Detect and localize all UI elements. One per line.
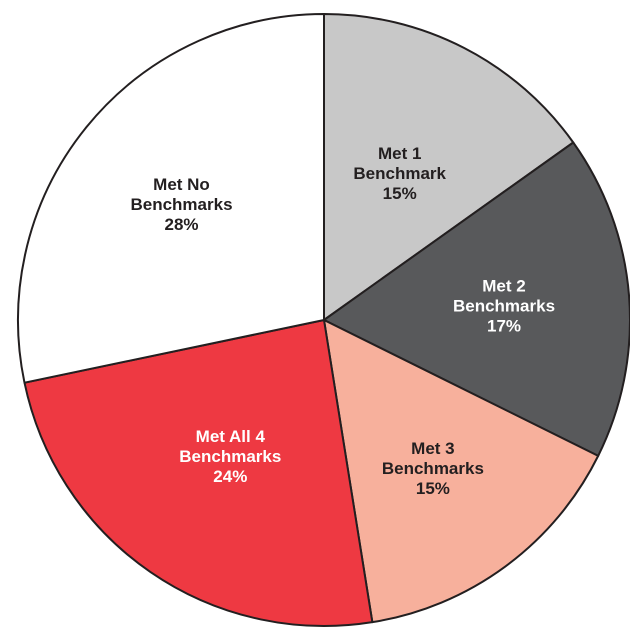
- pie-slices: [17, 13, 630, 627]
- slice-label-line: Benchmarks: [179, 447, 281, 466]
- pie-slice-4: [23, 319, 374, 627]
- slice-label-2: Met 2 Benchmarks 17%: [453, 277, 555, 336]
- pie-slice-3: [323, 319, 600, 624]
- slice-label-3: Met 3 Benchmarks 15%: [382, 439, 484, 498]
- slice-label-5: Met No Benchmarks 28%: [130, 175, 232, 234]
- slice-label-4: Met All 4 Benchmarks 24%: [179, 427, 281, 486]
- slice-label-line: Benchmark: [353, 164, 446, 183]
- slice-label-line: 24%: [213, 467, 247, 486]
- slice-label-line: Benchmarks: [453, 297, 555, 316]
- slice-label-line: 15%: [383, 184, 417, 203]
- slice-label-line: Benchmarks: [130, 195, 232, 214]
- pie-slice-2: [323, 141, 630, 457]
- slice-label-line: Met No: [153, 175, 210, 194]
- slice-label-line: 15%: [416, 479, 450, 498]
- pie-slice-1: [323, 13, 575, 321]
- slice-label-line: Met All 4: [196, 427, 266, 446]
- slice-label-1: Met 1 Benchmark 15%: [353, 144, 446, 203]
- slice-label-line: Met 2: [482, 277, 525, 296]
- slice-label-line: 17%: [487, 317, 521, 336]
- pie-slice-5: [17, 13, 325, 384]
- slice-label-line: Met 3: [411, 439, 454, 458]
- slice-label-line: 28%: [164, 215, 198, 234]
- slice-label-line: Met 1: [378, 144, 421, 163]
- slice-label-line: Benchmarks: [382, 459, 484, 478]
- slice-labels: Met 1 Benchmark 15%Met 2 Benchmarks 17%Met 3…: [130, 144, 555, 498]
